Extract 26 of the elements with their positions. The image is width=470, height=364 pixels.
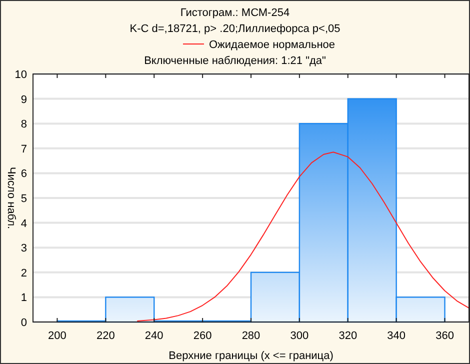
x-tick-label: 220 bbox=[96, 330, 115, 342]
y-tick-label: 9 bbox=[20, 94, 27, 106]
y-tick-label: 4 bbox=[20, 218, 27, 230]
y-tick-label: 0 bbox=[20, 317, 27, 329]
y-tick-label: 10 bbox=[14, 69, 27, 81]
x-tick-label: 200 bbox=[48, 330, 66, 342]
y-tick-label: 7 bbox=[20, 143, 27, 156]
y-tick-label: 3 bbox=[20, 242, 27, 255]
x-tick-label: 340 bbox=[387, 330, 406, 342]
legend-label: Ожидаемое нормальное bbox=[209, 39, 336, 51]
y-tick-label: 2 bbox=[20, 267, 27, 280]
text: Включенные наблюдения: 1:21 "да" bbox=[144, 55, 326, 67]
y-tick-label: 5 bbox=[20, 193, 27, 205]
y-axis-title: Число набл. bbox=[5, 166, 17, 230]
y-tick-label: 6 bbox=[20, 168, 27, 180]
x-tick-label: 360 bbox=[436, 330, 454, 342]
x-axis-title: Верхние границы (x <= граница) bbox=[168, 350, 334, 362]
y-tick-label: 8 bbox=[20, 118, 27, 131]
x-tick-label: 300 bbox=[290, 330, 309, 342]
x-tick-label: 320 bbox=[338, 330, 358, 342]
x-tick-label: 280 bbox=[242, 330, 260, 342]
chart-subtitle: K-C d=,18721, p> .20;Лиллиефорса p<,05 bbox=[130, 23, 340, 35]
chart-title: Гистограм.: МСМ-254 bbox=[180, 7, 290, 19]
x-tick-label: 260 bbox=[193, 330, 212, 342]
y-tick-label: 1 bbox=[20, 292, 27, 304]
x-tick-label: 240 bbox=[144, 330, 164, 342]
